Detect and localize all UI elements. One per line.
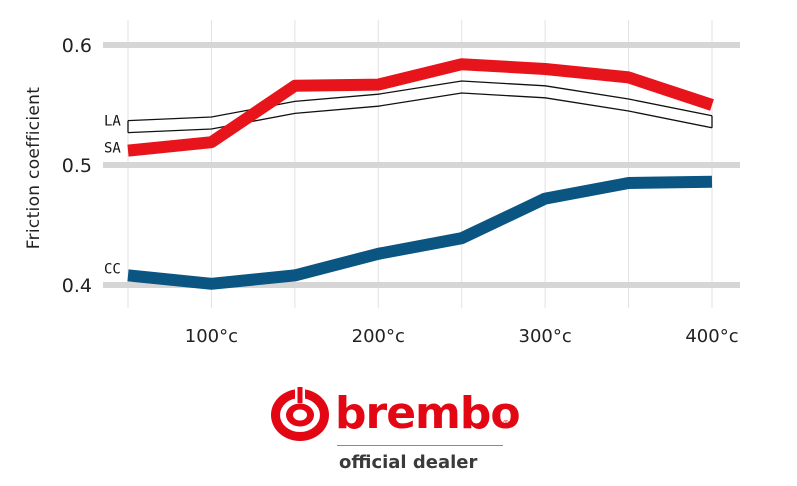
brembo-disc-icon [271, 387, 329, 441]
friction-chart: 0.4 0.5 0.6 100°c 200°c 300°c 400°c LA SA CC Fric… [24, 20, 740, 347]
chart-canvas: 0.4 0.5 0.6 100°c 200°c 300°c 400°c LA SA CC [62, 20, 740, 347]
series-line-sa [127, 58, 714, 157]
series-label-sa: SA [104, 141, 121, 157]
series-label-cc: CC [104, 261, 121, 277]
dealer-tagline: official dealer [339, 452, 478, 473]
logo-divider [337, 445, 503, 446]
y-tick-label: 0.5 [62, 155, 92, 177]
x-tick-label: 200°c [352, 326, 405, 347]
brand-name: brembo [335, 388, 521, 439]
x-tick-label: 100°c [185, 326, 238, 347]
brembo-logo: brembo ® official dealer [265, 385, 535, 480]
x-tick-label: 300°c [519, 326, 572, 347]
registered-mark: ® [502, 419, 510, 428]
series-line-cc [127, 175, 713, 290]
y-axis-title: Friction coefficient [24, 86, 44, 250]
series-line-la [127, 80, 713, 122]
x-tick-label: 400°c [685, 326, 738, 347]
y-tick-label: 0.4 [62, 275, 92, 297]
series-label-la: LA [104, 114, 121, 130]
y-tick-label: 0.6 [62, 35, 92, 57]
